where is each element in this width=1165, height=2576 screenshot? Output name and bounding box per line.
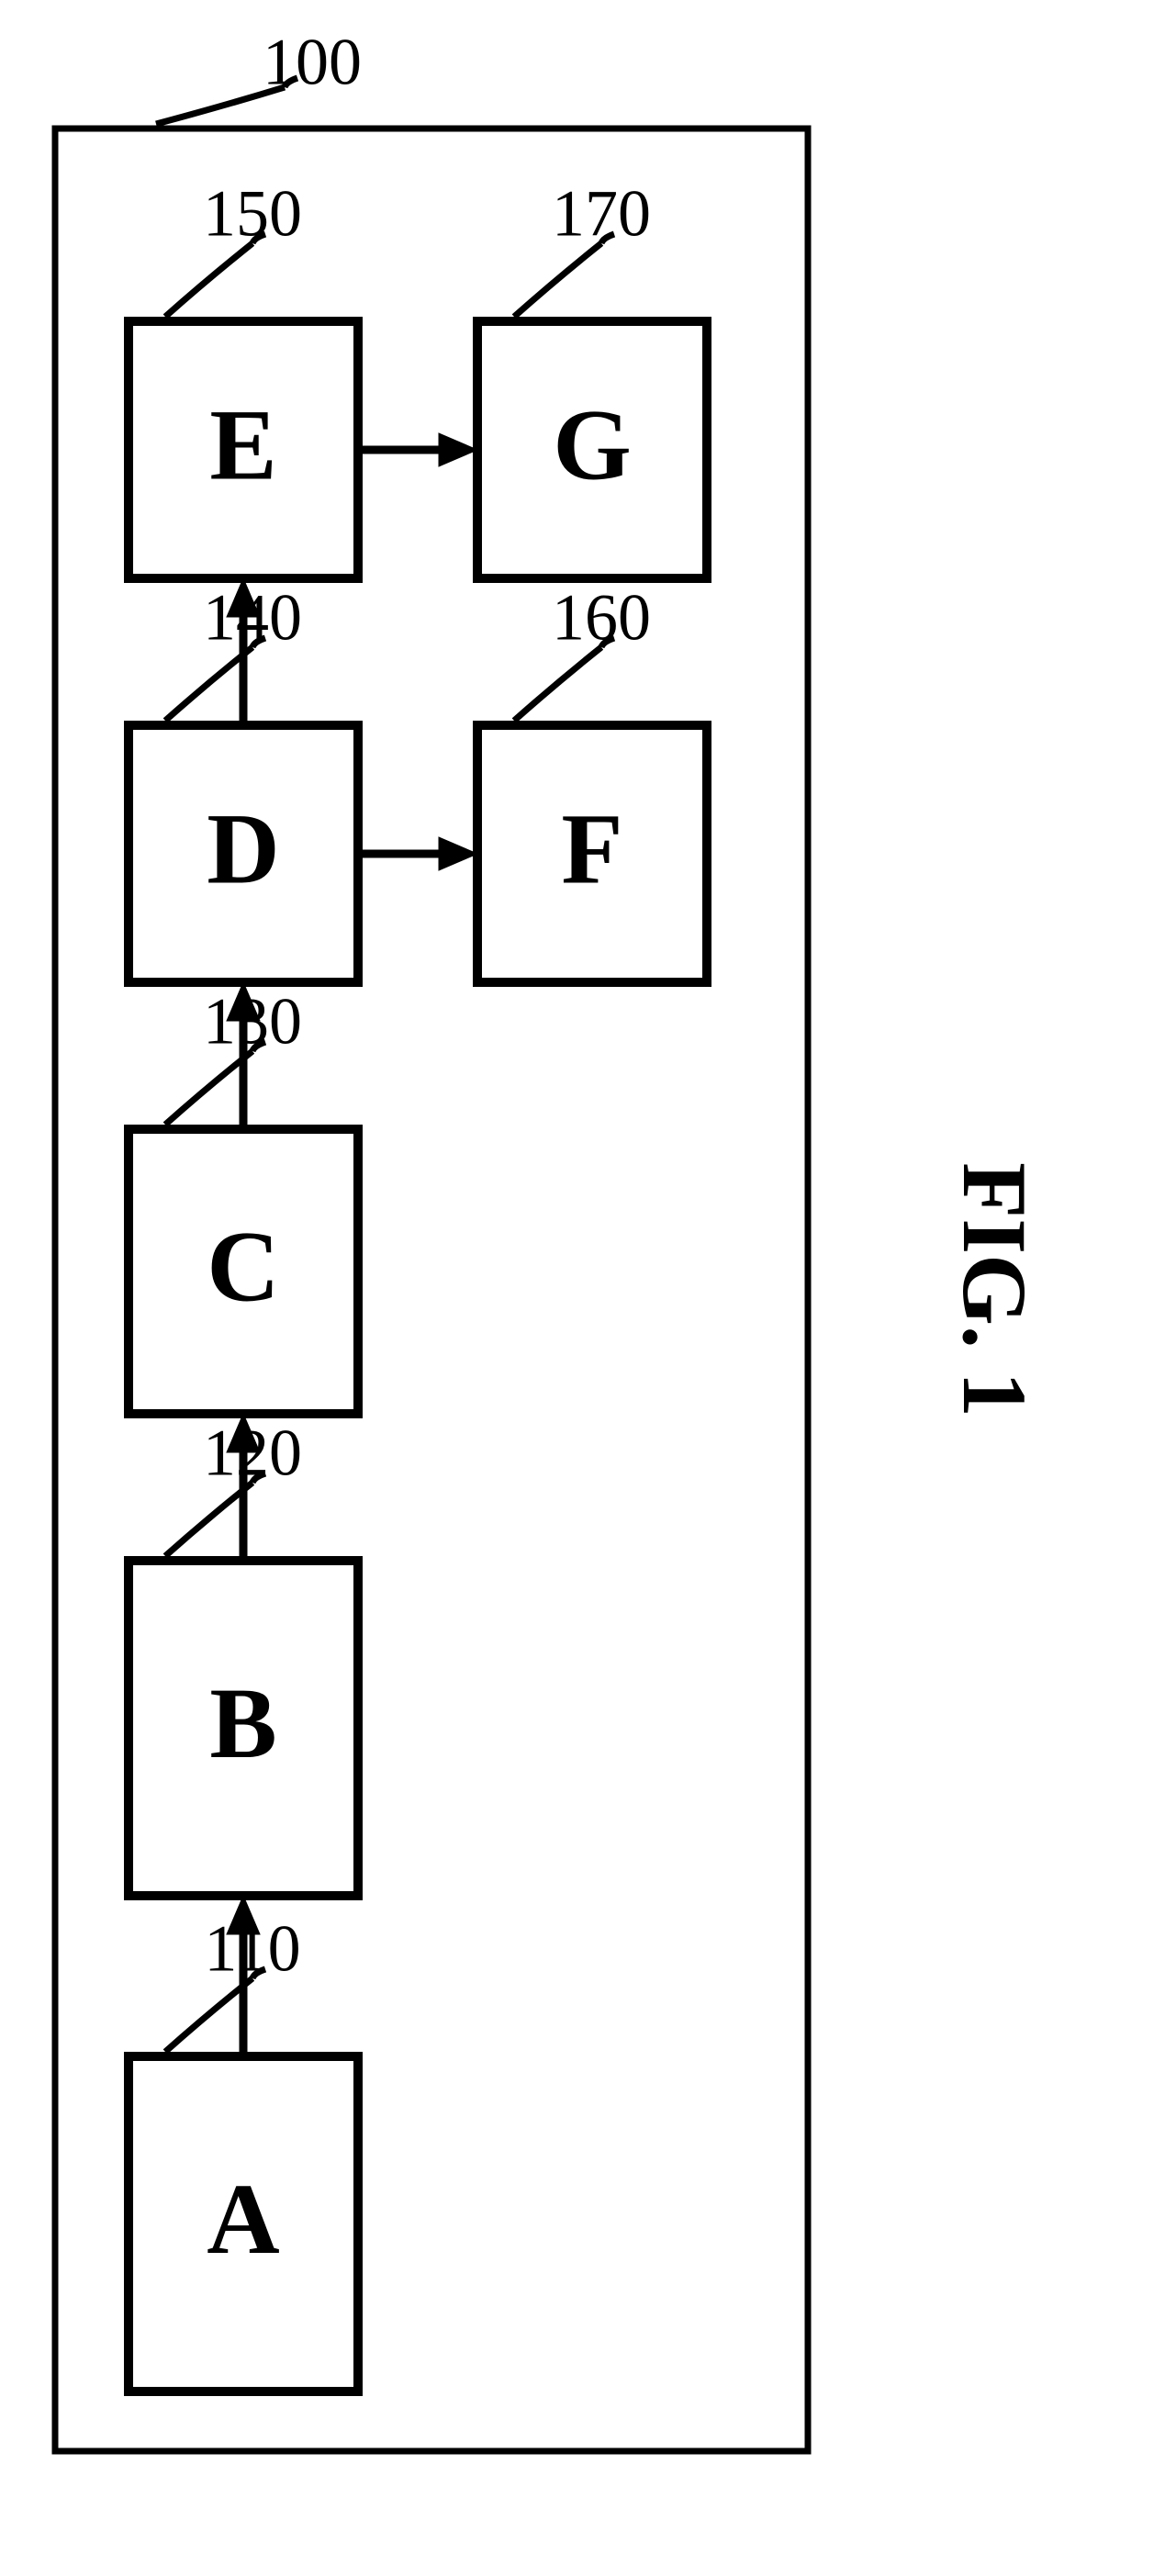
ref-leader-100: [156, 87, 285, 124]
block-G-label: G: [553, 388, 632, 500]
block-A-label: A: [207, 2163, 279, 2275]
arrow-4-head: [439, 837, 477, 870]
block-D-label: D: [207, 792, 279, 904]
ref-leader-150: [165, 243, 252, 317]
ref-leader-170: [514, 243, 601, 317]
figure-caption: FIG. 1: [944, 1162, 1046, 1417]
block-E: E150: [129, 177, 358, 578]
arrow-5: [358, 433, 477, 466]
block-E-label: E: [209, 388, 276, 500]
arrow-5-head: [439, 433, 477, 466]
block-C-label: C: [207, 1210, 279, 1322]
block-F: F160: [477, 581, 707, 982]
block-G: G170: [477, 177, 707, 578]
block-B-label: B: [209, 1667, 276, 1779]
ref-leader-160: [514, 647, 601, 721]
block-F-label: F: [561, 792, 622, 904]
diagram-frame: [55, 129, 808, 2451]
arrow-4: [358, 837, 477, 870]
